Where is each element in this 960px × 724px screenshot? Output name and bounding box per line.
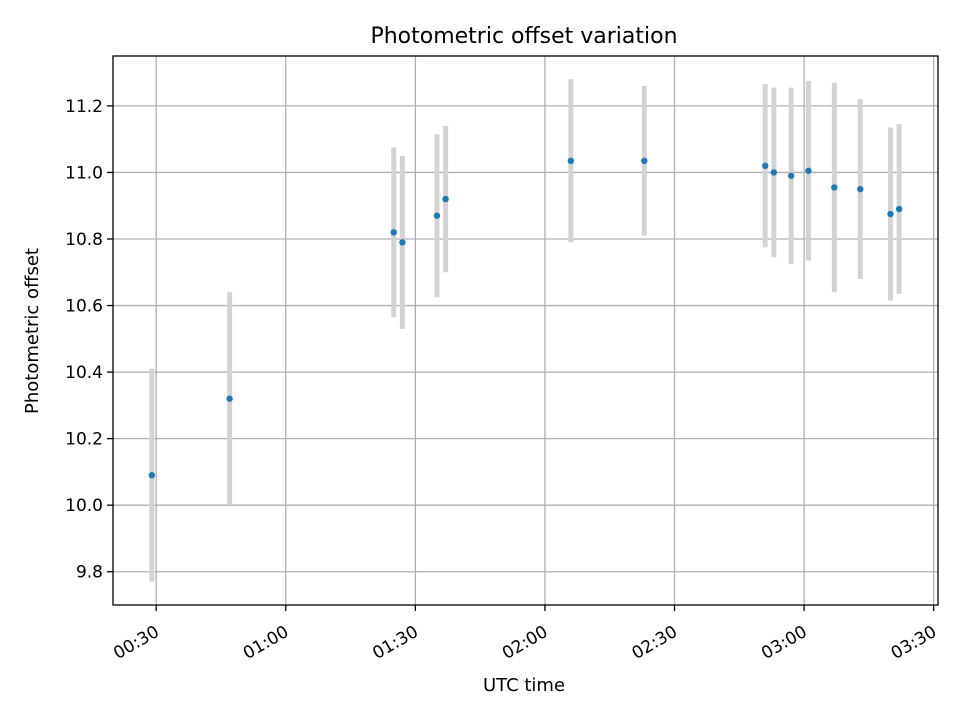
- data-point: [831, 184, 838, 191]
- marker-layer: [148, 157, 903, 479]
- data-point: [442, 195, 449, 203]
- data-point: [770, 169, 778, 176]
- data-point: [226, 395, 233, 402]
- y-tick-label: 10.8: [65, 230, 103, 250]
- y-tick-label: 11.0: [65, 163, 103, 183]
- data-point: [887, 210, 894, 218]
- data-point: [399, 239, 406, 246]
- data-point: [433, 212, 441, 219]
- y-tick-label: 11.2: [65, 97, 103, 117]
- y-tick-label: 10.4: [65, 363, 103, 383]
- y-tick-label: 9.8: [76, 563, 103, 583]
- y-tick-label: 10.0: [65, 496, 103, 516]
- y-axis-label: Photometric offset: [22, 248, 43, 414]
- chart-title: Photometric offset variation: [370, 24, 677, 49]
- x-axis-label: UTC time: [483, 675, 565, 696]
- grid-layer: [113, 56, 938, 605]
- plot-frame: [112, 55, 939, 606]
- data-point: [148, 472, 156, 479]
- data-point: [895, 205, 903, 213]
- y-tick-label: 10.2: [65, 430, 103, 450]
- data-point: [787, 172, 795, 179]
- y-tick-label: 10.6: [65, 297, 103, 317]
- data-point: [641, 157, 648, 165]
- data-point: [567, 157, 575, 165]
- data-point: [762, 162, 769, 169]
- data-point: [390, 229, 397, 236]
- data-point: [805, 167, 812, 174]
- data-point: [857, 185, 864, 193]
